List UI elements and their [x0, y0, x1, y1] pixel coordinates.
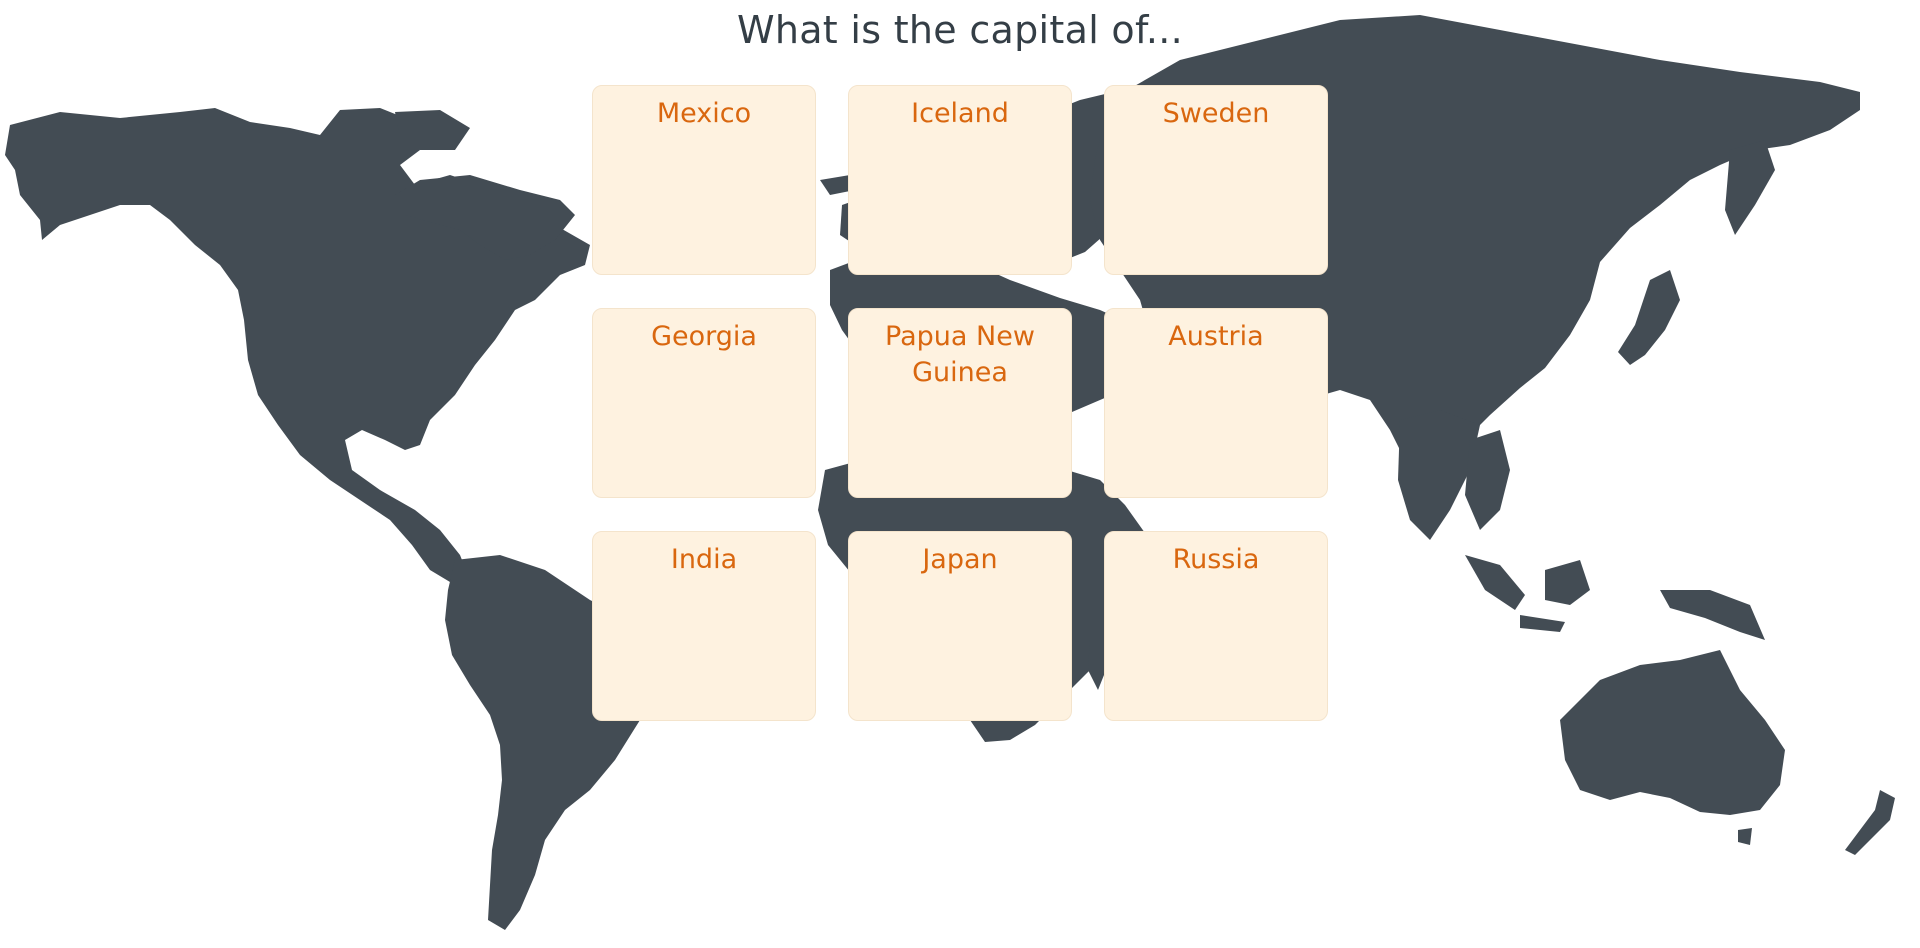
- borneo-shape: [1545, 560, 1590, 605]
- card-label: Austria: [1168, 321, 1264, 352]
- country-card-grid: Mexico Iceland Sweden Georgia Papua New …: [592, 85, 1328, 721]
- country-card-india[interactable]: India: [592, 531, 816, 721]
- canada-islands-shape: [395, 110, 470, 150]
- iceland-shape: [820, 175, 855, 195]
- java-shape: [1520, 615, 1565, 632]
- country-card-japan[interactable]: Japan: [848, 531, 1072, 721]
- new-guinea-shape: [1660, 590, 1765, 640]
- question-title: What is the capital of...: [736, 8, 1184, 52]
- australia-shape: [1560, 650, 1785, 815]
- kamchatka-shape: [1725, 140, 1775, 235]
- card-label: Russia: [1172, 544, 1260, 575]
- country-card-sweden[interactable]: Sweden: [1104, 85, 1328, 275]
- country-card-georgia[interactable]: Georgia: [592, 308, 816, 498]
- card-label: India: [670, 544, 738, 575]
- card-label: Georgia: [651, 321, 757, 352]
- southeast-asia-shape: [1465, 430, 1510, 530]
- greenland-shape: [395, 175, 575, 260]
- card-label: Papua New Guinea: [885, 321, 1035, 388]
- country-card-mexico[interactable]: Mexico: [592, 85, 816, 275]
- new-zealand-shape: [1845, 790, 1895, 855]
- country-card-austria[interactable]: Austria: [1104, 308, 1328, 498]
- card-label: Japan: [922, 544, 998, 575]
- sumatra-shape: [1465, 555, 1525, 610]
- card-label: Sweden: [1162, 98, 1270, 129]
- country-card-iceland[interactable]: Iceland: [848, 85, 1072, 275]
- card-label: Iceland: [911, 98, 1009, 129]
- tasmania-shape: [1738, 828, 1752, 845]
- india-shape: [1398, 410, 1480, 540]
- country-card-russia[interactable]: Russia: [1104, 531, 1328, 721]
- country-card-papua-new-guinea[interactable]: Papua New Guinea: [848, 308, 1072, 498]
- card-label: Mexico: [656, 98, 752, 129]
- north-america-shape: [5, 108, 590, 585]
- japan-shape: [1618, 270, 1680, 365]
